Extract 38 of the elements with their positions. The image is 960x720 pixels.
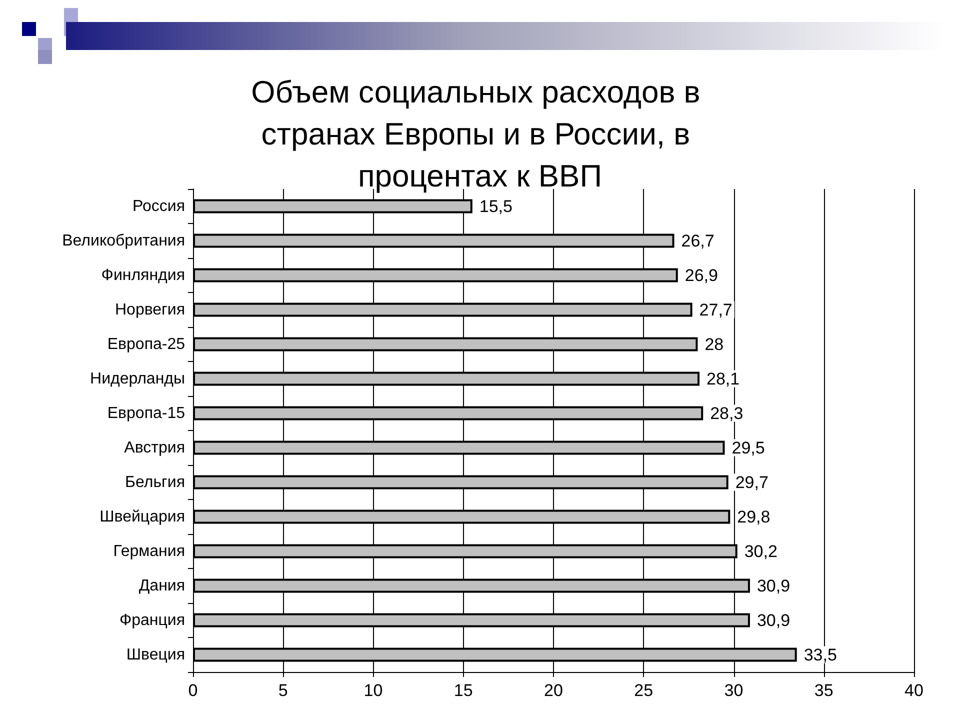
y-tick-label: Австрия	[124, 439, 185, 456]
x-tick-label: 5	[278, 681, 288, 700]
y-tick-label: Финляндия	[101, 266, 185, 284]
data-label: 29,8	[737, 507, 770, 526]
x-tick-label: 40	[904, 681, 924, 700]
y-tick-label: Европа-15	[107, 404, 186, 422]
x-tick-label: 15	[454, 681, 473, 700]
data-label: 29,5	[732, 438, 765, 458]
data-label: 26,7	[681, 231, 714, 250]
data-label: 29,7	[735, 472, 768, 492]
data-label: 26,9	[684, 266, 718, 285]
data-label: 30,9	[756, 576, 790, 596]
data-label: 27,7	[699, 300, 732, 320]
data-label: 28	[704, 334, 724, 354]
x-tick-label: 10	[364, 681, 383, 700]
y-tick-label: Нидерланды	[90, 370, 185, 388]
y-tick-label: Франция	[119, 612, 185, 629]
data-label: 28,3	[710, 404, 744, 423]
x-tick-label: 35	[814, 681, 834, 700]
x-tick-label: 25	[634, 681, 654, 700]
y-tick-label: Дания	[138, 577, 185, 594]
y-tick-label: Германия	[113, 542, 185, 560]
y-tick-label: Швеция	[126, 646, 185, 664]
y-tick-label: Норвегия	[114, 301, 185, 318]
y-tick-label: Россия	[132, 198, 185, 215]
data-label: 30,9	[756, 610, 790, 630]
data-label: 33,5	[804, 645, 837, 664]
data-label: 28,1	[706, 369, 740, 388]
x-tick-label: 0	[188, 681, 198, 700]
data-label: 15,5	[479, 196, 512, 216]
x-tick-label: 20	[544, 681, 563, 700]
chart-title: Объем социальных расходов в странах Европы и в России, в процентах к ВВП	[251, 74, 709, 194]
y-tick-label: Европа-25	[107, 336, 186, 353]
x-tick-label: 30	[724, 681, 744, 700]
data-label: 30,2	[744, 542, 778, 561]
y-tick-label: Швейцария	[100, 508, 185, 526]
y-tick-label: Великобритания	[62, 232, 185, 250]
y-tick-label: Бельгия	[125, 474, 185, 491]
